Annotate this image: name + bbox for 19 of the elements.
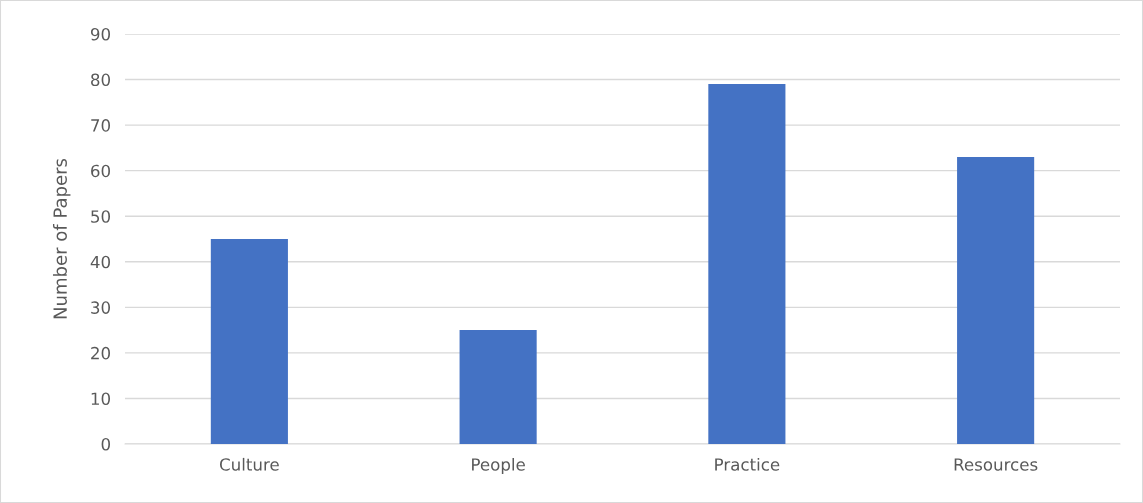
x-tick-label: People [472,457,525,475]
y-tick-label: 40 [90,255,110,269]
x-tick-label: Culture [219,457,279,471]
y-tick-label: 30 [91,301,110,314]
x-tick-label: Practice [715,457,780,471]
bar [957,157,1035,444]
bar [210,239,288,444]
x-tick-label: Resources [954,458,1038,471]
y-axis-title: Number of Papers [52,158,71,319]
y-tick-label: 70 [91,119,110,132]
bar [708,84,786,444]
y-tick-label: 90 [90,27,110,41]
y-tick-label: 80 [91,73,110,87]
y-tick-label: 20 [91,346,110,360]
y-tick-label: 0 [101,437,110,451]
y-tick-label: 50 [91,210,110,223]
bar [459,330,537,444]
y-tick-label: 60 [91,164,110,178]
y-tick-label: 10 [91,392,110,406]
